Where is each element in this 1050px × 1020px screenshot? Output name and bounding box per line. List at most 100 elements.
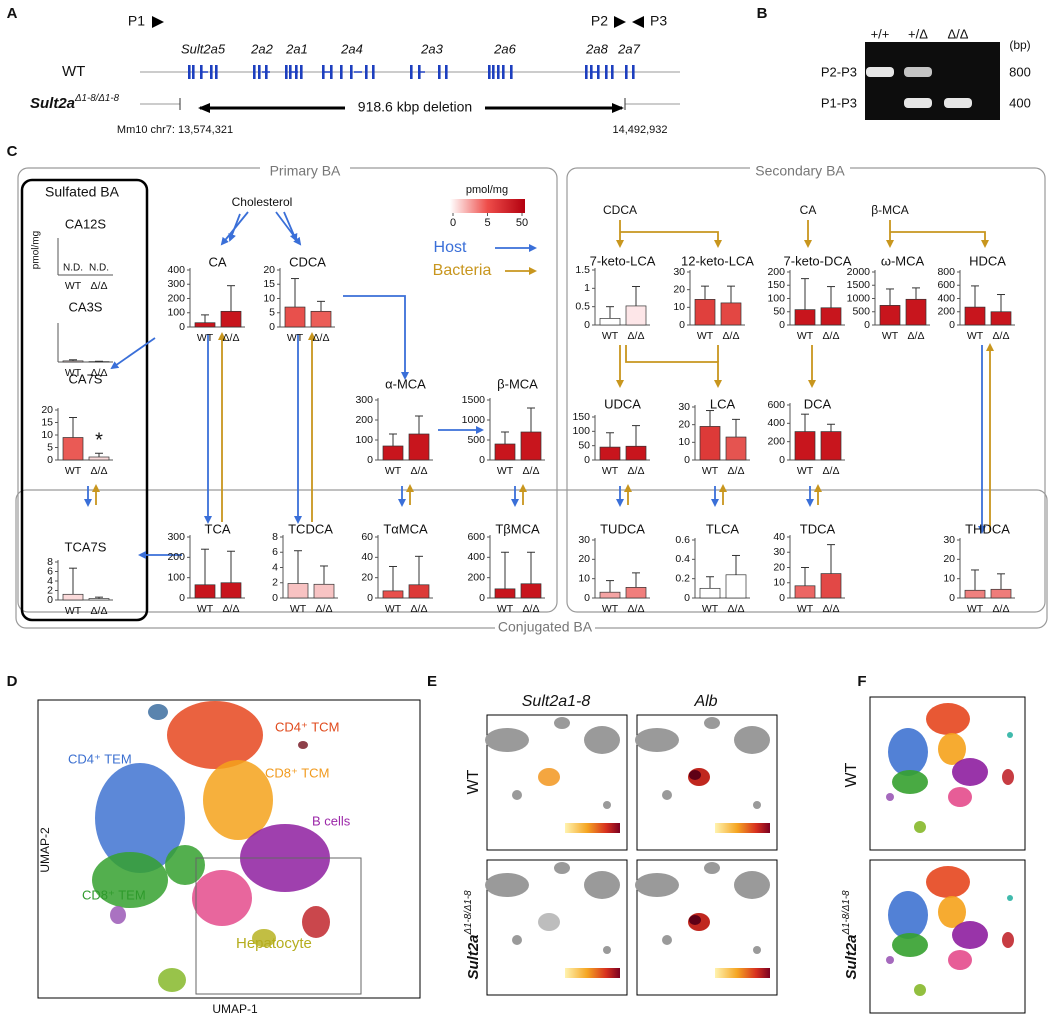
chart-title: CA12S (65, 216, 107, 231)
exon (605, 65, 608, 79)
cell-cluster (952, 758, 988, 786)
cluster-label: CD4⁺ TEM (68, 751, 132, 766)
cell-cluster (892, 770, 928, 794)
coordinate-label: Mm10 chr7: 13,574,321 (117, 124, 233, 136)
gene-label: 2a4 (340, 41, 363, 56)
y-tick-label: 5 (47, 441, 53, 453)
x-tick-label: WT (65, 367, 82, 379)
y-tick-label: 0 (949, 319, 955, 331)
y-tick-label: 10 (773, 577, 785, 589)
x-tick-label: Δ/Δ (628, 330, 645, 342)
primer-label: P1 (128, 13, 145, 29)
genotype-base: Sult2a (843, 934, 860, 979)
hepatocyte-cluster (689, 770, 701, 780)
cell-cluster (192, 870, 252, 926)
chart-title: HDCA (969, 253, 1006, 268)
cell-cluster (635, 728, 679, 752)
exon (445, 65, 448, 79)
size-label: 400 (1009, 95, 1031, 110)
cell-cluster (926, 866, 970, 898)
y-tick-label: 300 (167, 531, 185, 543)
y-tick-label: 100 (767, 292, 785, 304)
cell-cluster (603, 801, 611, 809)
bar (820, 431, 842, 461)
y-tick-label: 200 (167, 292, 185, 304)
exon (285, 65, 288, 79)
precursor-label: Cholesterol (232, 195, 293, 209)
exon (510, 65, 513, 79)
y-tick-label: 40 (773, 531, 785, 543)
chart-title: CA7S (69, 371, 103, 386)
y-tick-label: 200 (355, 414, 373, 426)
gel-band (904, 67, 932, 77)
y-tick-label: 20 (578, 553, 590, 565)
exon (192, 65, 195, 79)
cluster-label: CD4⁺ TCM (275, 719, 339, 734)
label-backdrop (750, 163, 850, 181)
chart-title: CDCA (289, 254, 326, 269)
x-tick-label: Δ/Δ (91, 280, 108, 292)
x-tick-label: Δ/Δ (91, 465, 108, 477)
chart-title: TLCA (706, 521, 740, 536)
cell-cluster (892, 933, 928, 957)
expression-scale (565, 823, 620, 833)
exon (300, 65, 303, 79)
bar (725, 574, 747, 599)
chart-title: TCDCA (288, 521, 333, 536)
y-tick-label: 30 (773, 546, 785, 558)
chart-title: CA (208, 254, 226, 269)
gene-label: 2a6 (493, 41, 516, 56)
cell-cluster (938, 733, 966, 765)
x-tick-label: WT (290, 603, 307, 615)
bar (964, 589, 986, 599)
cell-cluster (584, 871, 620, 899)
cell-cluster (888, 728, 928, 776)
y-tick-label: 1500 (847, 279, 871, 291)
group-box (566, 167, 1046, 613)
y-tick-label: 500 (852, 306, 870, 318)
product-label: P2-P3 (821, 64, 857, 79)
cell-cluster (148, 704, 168, 720)
x-tick-label: WT (797, 603, 814, 615)
exon (632, 65, 635, 79)
bar (964, 306, 986, 326)
exon (372, 65, 375, 79)
cell-cluster (252, 929, 276, 947)
hepatocyte-cluster (538, 913, 560, 931)
gene-label: 2a8 (585, 41, 608, 56)
label-backdrop (260, 163, 350, 181)
x-tick-label: WT (385, 465, 402, 477)
unit-label: (bp) (1009, 38, 1030, 52)
y-tick-label: 200 (467, 571, 485, 583)
gene-label: 2a2 (250, 41, 273, 56)
y-tick-label: 0 (864, 319, 870, 331)
panel-label: E (427, 673, 437, 690)
y-tick-label: 60 (361, 531, 373, 543)
genotype-superscript: Δ1-8/Δ1-8 (74, 93, 120, 104)
y-tick-label: 800 (937, 266, 955, 278)
y-tick-label: 100 (167, 307, 185, 319)
primer-arrow (632, 16, 644, 28)
bar (494, 443, 516, 461)
bar (408, 584, 430, 599)
bar (194, 584, 216, 599)
bar (520, 431, 542, 461)
bar (599, 318, 621, 326)
y-tick-label: 150 (767, 279, 785, 291)
y-tick-label: 50 (578, 439, 590, 451)
bar (310, 310, 332, 328)
axis-title: pmol/mg (31, 231, 42, 269)
cell-cluster (485, 873, 529, 897)
genotype-label: WT (62, 63, 85, 80)
cluster-label: CD8⁺ TCM (265, 765, 329, 780)
genotype-label: WT (465, 769, 482, 794)
x-tick-label: Δ/Δ (823, 330, 840, 342)
exon (330, 65, 333, 79)
exon (488, 65, 491, 79)
chart-title: 12-keto-LCA (681, 253, 754, 268)
exon (502, 65, 505, 79)
y-tick-label: 10 (943, 572, 955, 584)
y-tick-label: 10 (678, 436, 690, 448)
cell-cluster (734, 726, 770, 754)
panel-label: A (7, 5, 18, 22)
